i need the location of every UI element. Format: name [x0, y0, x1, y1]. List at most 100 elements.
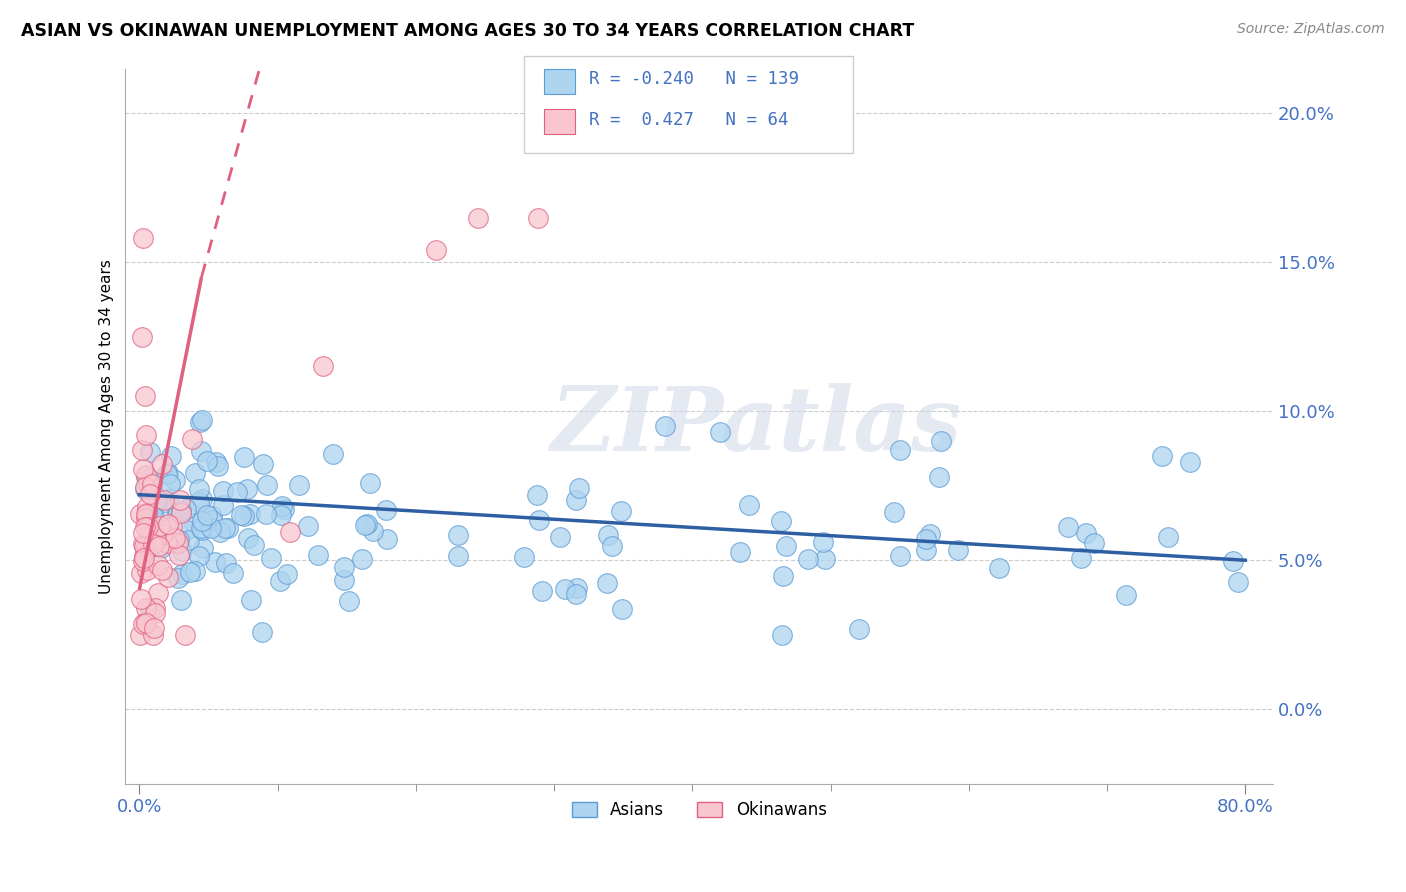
Point	[135, 615, 157, 630]
Point	[160, 519, 183, 533]
Point	[467, 211, 489, 225]
Text: ASIAN VS OKINAWAN UNEMPLOYMENT AMONG AGES 30 TO 34 YEARS CORRELATION CHART: ASIAN VS OKINAWAN UNEMPLOYMENT AMONG AGE…	[21, 22, 914, 40]
Point	[172, 543, 194, 558]
Point	[730, 545, 752, 559]
Point	[142, 537, 165, 551]
Point	[146, 558, 169, 573]
Point	[207, 458, 229, 473]
Point	[190, 443, 212, 458]
Point	[209, 524, 232, 539]
Point	[337, 594, 360, 608]
Point	[165, 473, 187, 487]
Point	[256, 478, 278, 492]
Point	[250, 624, 273, 639]
Point	[374, 503, 396, 517]
Point	[156, 517, 179, 532]
Point	[232, 450, 254, 464]
Point	[155, 467, 177, 482]
Point	[148, 586, 170, 600]
Point	[145, 532, 167, 546]
Point	[238, 507, 260, 521]
Point	[129, 591, 152, 606]
Point	[914, 532, 936, 546]
Point	[132, 616, 155, 631]
Point	[1227, 574, 1250, 589]
Point	[231, 508, 253, 522]
Point	[132, 231, 155, 245]
Point	[1083, 536, 1105, 550]
Point	[184, 564, 207, 578]
Point	[738, 498, 761, 512]
Point	[142, 509, 165, 524]
Point	[174, 628, 197, 642]
Point	[307, 548, 329, 562]
Point	[252, 457, 274, 471]
Point	[567, 581, 589, 595]
Point	[770, 628, 793, 642]
Point	[356, 517, 378, 532]
Point	[167, 535, 190, 549]
Point	[166, 506, 188, 520]
Point	[131, 329, 153, 343]
Point	[770, 514, 793, 528]
Point	[170, 504, 193, 518]
Point	[129, 507, 152, 521]
Point	[167, 548, 190, 562]
Point	[170, 506, 193, 520]
Point	[312, 359, 335, 373]
Point	[375, 532, 398, 546]
Point	[170, 566, 193, 581]
Point	[132, 549, 155, 563]
Point	[135, 600, 157, 615]
Point	[135, 507, 157, 521]
Point	[889, 549, 911, 564]
Point	[215, 556, 238, 570]
Point	[1074, 526, 1097, 541]
Point	[132, 539, 155, 553]
Point	[1156, 530, 1178, 544]
Point	[225, 484, 247, 499]
Point	[170, 592, 193, 607]
Point	[214, 521, 236, 535]
Point	[129, 628, 152, 642]
Point	[148, 523, 170, 537]
Point	[181, 432, 204, 446]
Point	[212, 484, 235, 499]
Text: Source: ZipAtlas.com: Source: ZipAtlas.com	[1237, 22, 1385, 37]
Point	[135, 468, 157, 483]
Point	[596, 576, 619, 591]
Point	[531, 583, 554, 598]
Point	[183, 516, 205, 531]
Point	[148, 539, 170, 553]
Point	[928, 470, 950, 484]
Point	[513, 549, 536, 564]
Point	[222, 566, 245, 580]
Point	[188, 482, 211, 496]
Point	[135, 510, 157, 524]
Point	[156, 492, 179, 507]
Point	[169, 493, 191, 508]
Text: R = -0.240   N = 139: R = -0.240 N = 139	[589, 70, 799, 88]
Point	[568, 481, 591, 495]
Point	[191, 541, 214, 555]
Point	[138, 512, 160, 526]
Point	[564, 587, 586, 601]
Point	[135, 541, 157, 555]
Point	[142, 621, 165, 635]
Point	[152, 524, 174, 538]
Point	[988, 561, 1011, 575]
Point	[150, 563, 173, 577]
Point	[187, 495, 209, 509]
Point	[280, 524, 302, 539]
Y-axis label: Unemployment Among Ages 30 to 34 years: Unemployment Among Ages 30 to 34 years	[100, 259, 114, 593]
Point	[1178, 455, 1201, 469]
Point	[142, 516, 165, 531]
Point	[136, 515, 159, 529]
Point	[554, 582, 576, 596]
Point	[359, 475, 381, 490]
Point	[135, 469, 157, 483]
Point	[135, 563, 157, 577]
Point	[136, 507, 159, 521]
Point	[138, 519, 160, 533]
Point	[775, 539, 797, 553]
